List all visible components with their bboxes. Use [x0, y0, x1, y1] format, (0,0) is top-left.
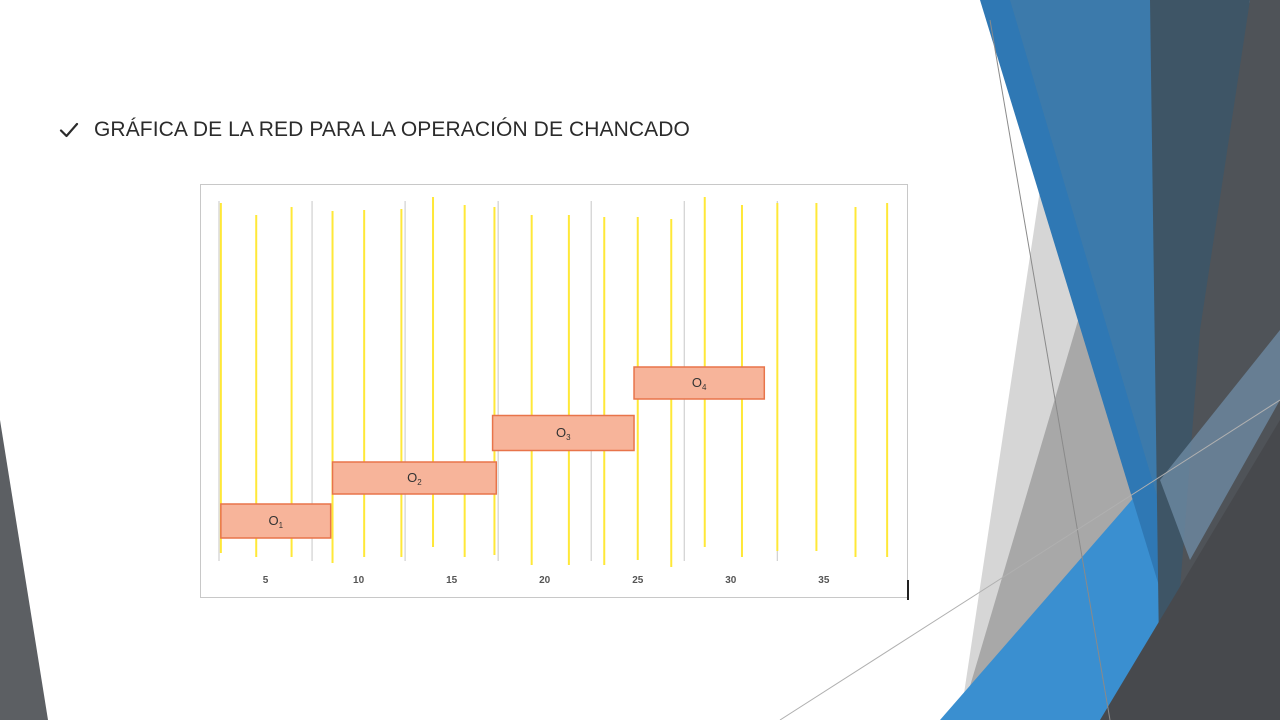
chart-edge-mark — [907, 580, 909, 600]
slide-title: GRÁFICA DE LA RED PARA LA OPERACIÓN DE C… — [94, 118, 690, 141]
task-bar-3 — [491, 414, 635, 452]
thin-diagonal-line-2 — [779, 399, 1280, 720]
x-tick-label-10: 10 — [353, 575, 365, 586]
x-tick-label-30: 30 — [725, 575, 737, 586]
gantt-chart: O1 O2 O3 O4 5 10 15 20 25 30 35 — [200, 184, 908, 598]
thin-diagonal-line-1 — [989, 19, 1111, 720]
right-steel-overlay — [1160, 330, 1280, 560]
x-tick-label-5: 5 — [263, 575, 269, 586]
left-gray-wedge — [0, 420, 48, 720]
x-tick-label-25: 25 — [632, 575, 644, 586]
x-tick-label-20: 20 — [539, 575, 551, 586]
slide-title-row: GRÁFICA DE LA RED PARA LA OPERACIÓN DE C… — [58, 116, 690, 144]
checkmark-icon — [59, 122, 79, 138]
x-tick-label-35: 35 — [818, 575, 830, 586]
task-bar-2 — [331, 461, 498, 495]
x-tick-label-15: 15 — [446, 575, 458, 586]
task-bar-4 — [633, 366, 766, 400]
right-charcoal-shape — [1100, 420, 1280, 720]
task-bar-1 — [220, 503, 332, 539]
